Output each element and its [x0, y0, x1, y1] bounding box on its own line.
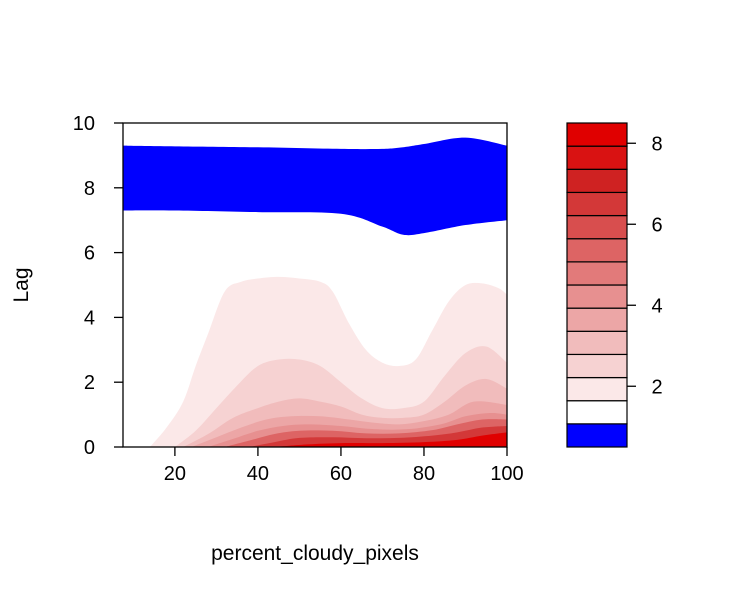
- colorbar-swatch: [566, 423, 628, 448]
- colorbar-swatch: [566, 238, 628, 263]
- colorbar-swatch: [566, 400, 628, 425]
- y-tick-label: 10: [73, 113, 95, 135]
- x-axis: 20 40 60 80 100: [164, 447, 524, 485]
- plot-frame: [122, 122, 508, 448]
- x-tick-label: 20: [164, 463, 186, 485]
- y-tick-label: 8: [84, 178, 95, 200]
- x-tick-label: 100: [490, 463, 523, 485]
- x-tick-label: 80: [413, 463, 435, 485]
- y-axis: 0 2 4 6 8 10: [73, 113, 123, 459]
- colorbar-tick-label: 4: [651, 295, 662, 317]
- colorbar-swatch: [566, 284, 628, 309]
- colorbar-swatch: [566, 330, 628, 356]
- y-tick-label: 4: [84, 307, 95, 329]
- colorbar-swatch: [566, 353, 628, 379]
- colorbar-legend: 2 4 6 8: [566, 122, 663, 448]
- colorbar-tick-label: 6: [651, 214, 662, 236]
- y-tick-label: 0: [84, 437, 95, 459]
- contour-region-level-8: [274, 432, 507, 447]
- colorbar-swatch: [566, 261, 628, 286]
- y-tick-label: 6: [84, 243, 95, 265]
- y-axis-title: Lag: [10, 267, 33, 302]
- y-tick-label: 2: [84, 372, 95, 394]
- x-axis-title: percent_cloudy_pixels: [211, 542, 419, 565]
- colorbar-swatch: [566, 145, 628, 170]
- colorbar-swatch: [566, 122, 628, 147]
- x-tick-label: 60: [330, 463, 352, 485]
- colorbar-swatch: [566, 214, 628, 240]
- colorbar-swatch: [566, 307, 628, 332]
- x-tick-label: 40: [247, 463, 269, 485]
- contour-regions: [123, 137, 507, 447]
- colorbar-swatch: [566, 376, 628, 402]
- colorbar-tick-label: 8: [651, 133, 662, 155]
- colorbar-swatch: [566, 191, 628, 217]
- contour-region-negative: [123, 137, 507, 236]
- colorbar-tick-label: 2: [651, 376, 662, 398]
- colorbar-swatch: [566, 168, 628, 194]
